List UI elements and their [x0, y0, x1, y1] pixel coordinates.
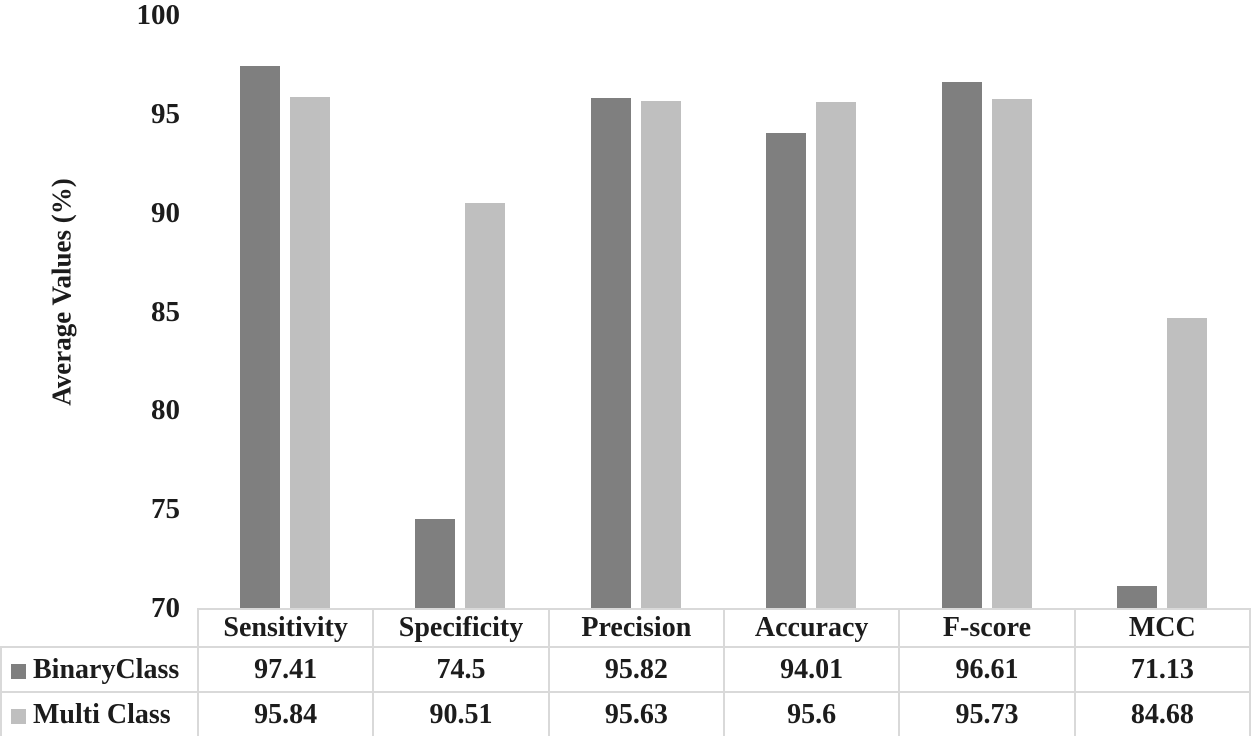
cell-binaryclass-fscore: 96.61	[898, 646, 1076, 693]
bar-multiclass-specificity	[465, 203, 505, 608]
bar-binaryclass-precision	[591, 98, 631, 608]
column-header-sensitivity: Sensitivity	[196, 608, 375, 648]
table-header-row: Sensitivity Specificity Precision Accura…	[1, 608, 1252, 648]
bar-multiclass-f-score	[992, 99, 1032, 608]
cell-binaryclass-specificity: 74.5	[372, 646, 550, 693]
y-tick-label-85: 85	[151, 296, 180, 328]
bar-binaryclass-specificity	[415, 519, 455, 608]
bar-binaryclass-accuracy	[766, 133, 806, 608]
table-corner-cell	[1, 609, 198, 647]
table-row-multiclass: Multi Class 95.84 90.51 95.63 95.6 95.73…	[0, 691, 1252, 736]
bar-multiclass-sensitivity	[290, 97, 330, 608]
cell-multiclass-mcc: 84.68	[1073, 691, 1252, 736]
y-tick-label-95: 95	[151, 98, 180, 130]
y-tick-label-80: 80	[151, 394, 180, 426]
cell-multiclass-fscore: 95.73	[898, 691, 1076, 736]
cell-binaryclass-mcc: 71.13	[1073, 646, 1252, 693]
bar-binaryclass-f-score	[942, 82, 982, 608]
column-header-specificity: Specificity	[372, 608, 550, 648]
bar-binaryclass-mcc	[1117, 586, 1157, 608]
bar-multiclass-accuracy	[816, 102, 856, 608]
cell-multiclass-sensitivity: 95.84	[196, 691, 375, 736]
y-tick-label-70: 70	[151, 592, 180, 624]
cell-multiclass-accuracy: 95.6	[722, 691, 901, 736]
bar-multiclass-mcc	[1167, 318, 1207, 608]
column-header-accuracy: Accuracy	[722, 608, 901, 648]
cell-multiclass-specificity: 90.51	[372, 691, 550, 736]
data-table: Sensitivity Specificity Precision Accura…	[0, 608, 1252, 736]
y-tick-label-100: 100	[136, 0, 181, 31]
cell-binaryclass-sensitivity: 97.41	[196, 646, 375, 693]
series-name-multiclass: Multi Class	[33, 698, 171, 730]
y-tick-label-75: 75	[151, 493, 180, 525]
legend-swatch-binaryclass	[11, 663, 26, 679]
row-header-binaryclass: BinaryClass	[0, 646, 199, 693]
column-header-fscore: F-score	[898, 608, 1076, 648]
column-header-precision: Precision	[547, 608, 725, 648]
series-name-binaryclass: BinaryClass	[33, 653, 180, 685]
plot-area: 100 95 90 85 80 75 70	[136, 0, 1207, 623]
table-row-binaryclass: BinaryClass 97.41 74.5 95.82 94.01 96.61…	[0, 646, 1252, 693]
column-header-mcc: MCC	[1073, 608, 1252, 648]
cell-binaryclass-accuracy: 94.01	[722, 646, 901, 693]
cell-multiclass-precision: 95.63	[547, 691, 725, 736]
legend-swatch-multiclass	[11, 708, 26, 724]
y-tick-label-90: 90	[151, 197, 180, 229]
cell-binaryclass-precision: 95.82	[547, 646, 725, 693]
bar-multiclass-precision	[641, 101, 681, 608]
bar-binaryclass-sensitivity	[240, 66, 280, 608]
row-header-multiclass: Multi Class	[0, 691, 199, 736]
